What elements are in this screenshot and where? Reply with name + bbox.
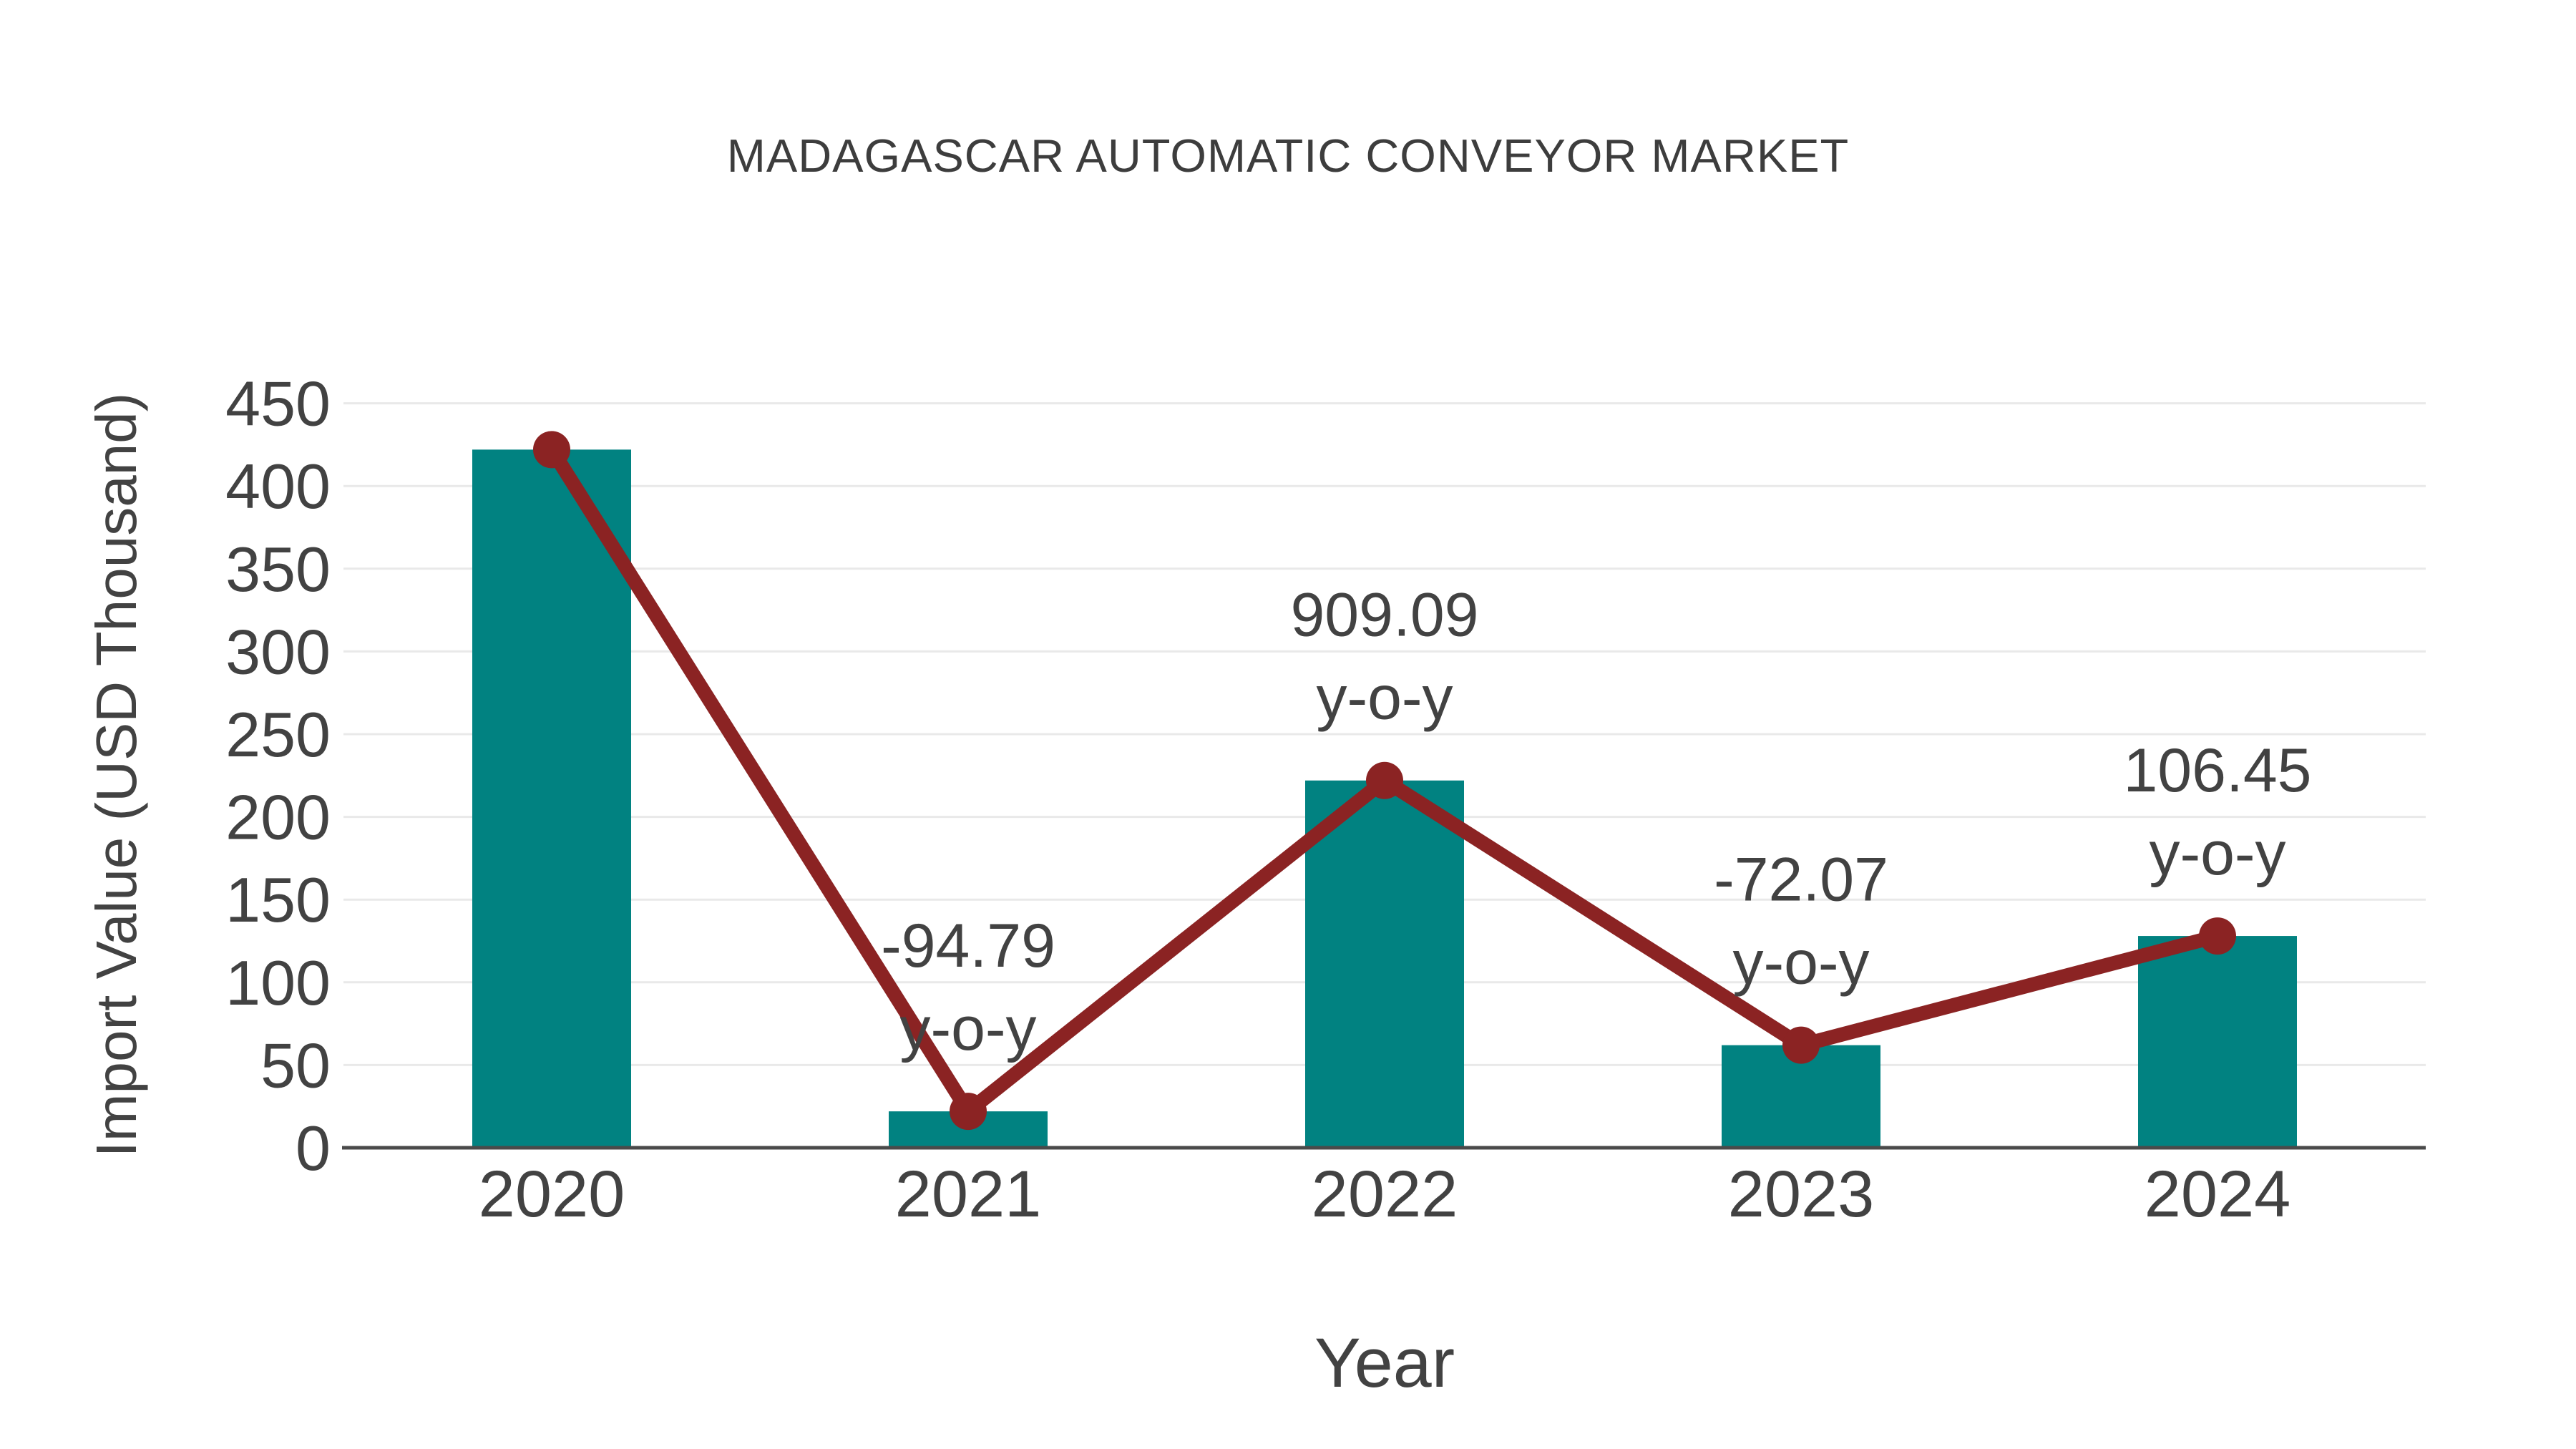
annotation-value: -72.07	[1714, 846, 1888, 914]
x-tick-label: 2023	[1728, 1158, 1875, 1231]
grid-layer: 0 50 100 150 200 250 300 350 400 450	[225, 369, 2426, 1184]
line-layer	[533, 431, 2236, 1131]
x-tick-label: 2022	[1312, 1158, 1458, 1231]
y-tick-label: 150	[225, 864, 331, 935]
annotation-layer: -94.79 y-o-y 909.09 y-o-y -72.07 y-o-y 106.45 y…	[881, 581, 2311, 1063]
bar-2020[interactable]	[472, 449, 631, 1148]
y-tick-label: 450	[225, 369, 331, 439]
y-axis-title: Import Value (USD Thousand)	[84, 393, 148, 1158]
data-point-2021[interactable]	[950, 1093, 987, 1131]
bar-layer: 2020 2021 2022 2023 2024	[342, 449, 2426, 1231]
y-tick-label: 200	[225, 782, 331, 853]
y-tick-label: 400	[225, 451, 331, 522]
annotation-suffix: y-o-y	[2149, 819, 2285, 888]
annotation-suffix: y-o-y	[1732, 929, 1869, 997]
data-point-2020[interactable]	[533, 431, 570, 469]
y-tick-label: 250	[225, 699, 331, 770]
annotation-value: -94.79	[881, 912, 1055, 980]
data-point-2024[interactable]	[2199, 917, 2236, 955]
annotation-value: 909.09	[1290, 581, 1478, 650]
annotation-suffix: y-o-y	[899, 995, 1036, 1063]
x-axis-title: Year	[1314, 1324, 1455, 1402]
x-tick-label: 2021	[895, 1158, 1042, 1231]
x-tick-label: 2024	[2145, 1158, 2291, 1231]
x-tick-label: 2020	[479, 1158, 625, 1231]
y-tick-label: 0	[296, 1113, 331, 1184]
y-tick-label: 100	[225, 947, 331, 1018]
bar-2022[interactable]	[1305, 780, 1464, 1148]
y-tick-label: 50	[260, 1030, 331, 1101]
y-tick-label: 300	[225, 616, 331, 687]
bar-2024[interactable]	[2138, 936, 2297, 1148]
data-point-2022[interactable]	[1366, 761, 1403, 799]
annotation-suffix: y-o-y	[1316, 664, 1453, 733]
chart-title: MADAGASCAR AUTOMATIC CONVEYOR MARKET	[727, 130, 1850, 182]
data-point-2023[interactable]	[1782, 1026, 1820, 1064]
y-tick-label: 350	[225, 534, 331, 605]
annotation-value: 106.45	[2123, 736, 2311, 805]
